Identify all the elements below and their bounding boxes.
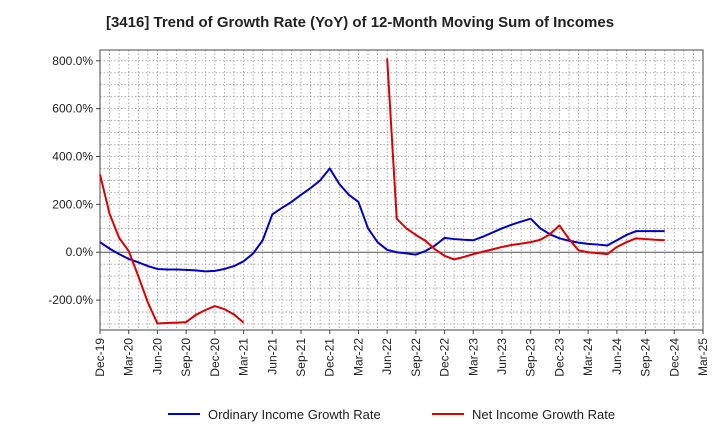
- x-tick-label: Dec-20: [208, 338, 222, 377]
- y-tick-label: 0.0%: [66, 245, 94, 259]
- x-tick-label: Mar-23: [466, 338, 480, 376]
- x-tick-label: Jun-23: [495, 338, 509, 375]
- y-tick-label: 400.0%: [52, 149, 93, 163]
- x-tick-label: Mar-25: [696, 338, 710, 376]
- series-line-ordinary-income: [99, 167, 665, 273]
- x-tick-label: Mar-21: [237, 338, 251, 376]
- x-tick-label: Sep-23: [524, 338, 538, 377]
- y-tick-label: -200.0%: [48, 293, 93, 307]
- plot-area-frame: [99, 49, 704, 331]
- series-layer: [99, 58, 665, 325]
- x-tick-label: Jun-20: [150, 338, 164, 375]
- chart-title: [3416] Trend of Growth Rate (YoY) of 12-…: [105, 14, 615, 31]
- x-tick-label: Dec-22: [438, 338, 452, 377]
- x-tick-label: Dec-19: [93, 338, 107, 377]
- x-tick-label: Mar-20: [122, 338, 136, 376]
- x-tick-label: Jun-21: [265, 338, 279, 375]
- legend-label: Net Income Growth Rate: [472, 407, 615, 422]
- y-tick-label: 200.0%: [52, 197, 93, 211]
- x-tick-label: Dec-21: [323, 338, 337, 377]
- x-tick-label: Sep-22: [409, 338, 423, 377]
- x-tick-label: Mar-24: [581, 338, 595, 376]
- grid-layer: [99, 50, 704, 330]
- y-tick-label: 800.0%: [52, 54, 93, 68]
- legend-layer: Ordinary Income Growth Rate Net Income Gr…: [168, 407, 615, 422]
- x-tick-label: Jun-24: [610, 338, 624, 375]
- series-line-net-income: [99, 58, 665, 325]
- x-tick-label: Sep-21: [294, 338, 308, 377]
- x-tick-label: Sep-24: [639, 338, 653, 377]
- legend-label: Ordinary Income Growth Rate: [208, 407, 381, 422]
- axes-layer: -200.0% 0.0% 200.0% 400.0% 600.0% 800.0% Dec-1…: [48, 49, 710, 377]
- y-tick-label: 600.0%: [52, 102, 93, 116]
- x-tick-label: Jun-22: [380, 338, 394, 375]
- x-tick-label: Dec-23: [552, 338, 566, 377]
- x-tick-label: Dec-24: [667, 338, 681, 377]
- x-tick-label: Sep-20: [179, 338, 193, 377]
- x-tick-label: Mar-22: [351, 338, 365, 376]
